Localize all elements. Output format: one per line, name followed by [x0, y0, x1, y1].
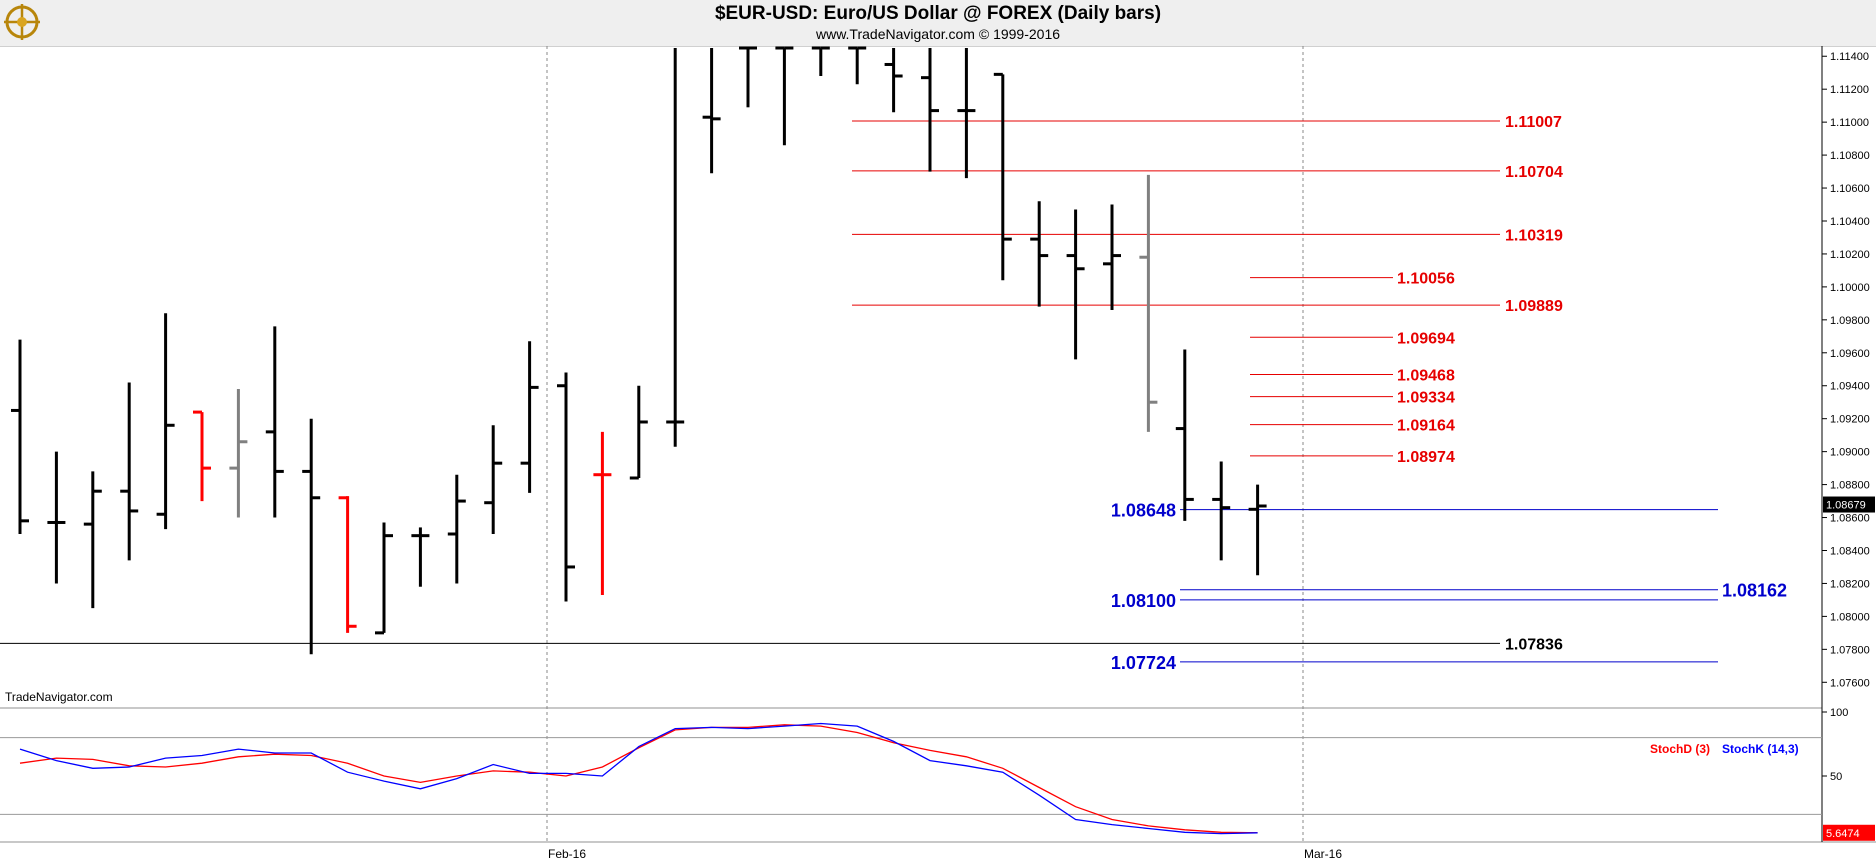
x-tick-label: Mar-16 — [1304, 847, 1342, 861]
ohlc-bar — [11, 339, 29, 535]
ohlc-bar — [120, 382, 139, 561]
level-label: 1.07836 — [1505, 636, 1563, 653]
ohlc-bar — [1248, 484, 1267, 576]
level-label: 1.10056 — [1397, 271, 1455, 288]
y-tick-label: 1.07800 — [1830, 644, 1870, 656]
ohlc-bar — [1139, 174, 1158, 432]
ohlc-bar — [666, 48, 685, 447]
level-label: 1.08974 — [1397, 449, 1455, 466]
ohlc-bar — [957, 48, 976, 179]
y-tick-label: 1.09200 — [1830, 414, 1870, 426]
level-label: 1.08100 — [1111, 591, 1176, 611]
y-tick-label: 1.09600 — [1830, 348, 1870, 360]
ohlc-bar — [156, 313, 175, 530]
ohlc-bar — [484, 425, 503, 535]
chart-title: $EUR-USD: Euro/US Dollar @ FOREX (Daily … — [714, 3, 1162, 24]
y-tick-label: 1.08400 — [1830, 545, 1870, 557]
chart-subtitle: www.TradeNavigator.com © 1999-2016 — [815, 26, 1061, 42]
y-tick-label: 1.08200 — [1830, 578, 1870, 590]
trade-navigator-logo-icon — [4, 4, 40, 40]
y-tick-label: 1.10000 — [1830, 282, 1870, 294]
ohlc-bar — [1212, 461, 1231, 561]
y-tick-label: 1.08600 — [1830, 513, 1870, 525]
level-label: 1.09468 — [1397, 368, 1455, 385]
last-price-box — [1823, 496, 1875, 513]
level-label: 1.09334 — [1397, 390, 1455, 407]
last-price-label: 1.08679 — [1826, 500, 1866, 512]
y-tick-label: 1.10200 — [1830, 249, 1870, 261]
ohlc-bar — [1103, 204, 1121, 310]
level-label: 1.10704 — [1505, 164, 1563, 181]
ohlc-bar — [229, 389, 248, 518]
y-tick-label: 1.08800 — [1830, 480, 1870, 492]
y-tick-label: 1.11200 — [1830, 84, 1869, 96]
ohlc-bar — [629, 385, 648, 480]
level-label: 1.10319 — [1505, 227, 1563, 244]
y-tick-label: 1.09800 — [1830, 315, 1870, 327]
chart-header — [0, 0, 1876, 47]
ohlc-bar — [1066, 209, 1085, 360]
ohlc-bar — [1175, 349, 1194, 521]
level-label: 1.09694 — [1397, 330, 1455, 347]
y-tick-label: 1.07600 — [1830, 677, 1870, 689]
ohlc-bar — [302, 418, 321, 655]
y-tick-label: 1.10600 — [1830, 183, 1870, 195]
y-tick-label: 1.11400 — [1830, 51, 1869, 63]
ohlc-bar — [993, 72, 1012, 281]
ohlc-bar — [520, 341, 539, 493]
level-label: 1.08162 — [1722, 581, 1787, 601]
ohlc-bar — [1030, 201, 1049, 307]
x-tick-label: Feb-16 — [548, 847, 586, 861]
ohlc-bar — [193, 410, 211, 502]
y-tick-label: 1.09000 — [1830, 447, 1870, 459]
y-tick-label: 1.10400 — [1830, 216, 1870, 228]
ohlc-bar — [375, 522, 393, 635]
stoch-legend-k: StochK (14,3) — [1722, 742, 1799, 756]
ohlc-bar — [884, 48, 903, 113]
y-tick-label: 1.08000 — [1830, 611, 1870, 623]
stoch-series-line — [19, 724, 1258, 834]
stoch-y-tick-label: 50 — [1830, 771, 1842, 783]
ohlc-bar — [265, 326, 284, 518]
watermark-text: TradeNavigator.com — [5, 690, 113, 704]
ohlc-bar — [557, 372, 575, 602]
ohlc-bar — [848, 46, 867, 85]
ohlc-bar — [338, 496, 357, 633]
stoch-series-line — [19, 722, 1258, 835]
ohlc-bar — [47, 451, 66, 584]
stoch-last-box — [1823, 824, 1875, 841]
ohlc-bar — [411, 527, 430, 587]
stoch-legend-d: StochD (3) — [1650, 742, 1710, 756]
y-tick-label: 1.11000 — [1830, 117, 1869, 129]
level-label: 1.08648 — [1111, 501, 1176, 521]
y-tick-label: 1.10800 — [1830, 150, 1870, 162]
stoch-y-tick-label: 100 — [1830, 707, 1848, 719]
ohlc-bar — [739, 46, 757, 108]
level-label: 1.11007 — [1505, 114, 1562, 131]
ohlc-bar — [593, 431, 612, 595]
stoch-last-label: 5.6474 — [1826, 828, 1860, 840]
ohlc-bar — [702, 48, 721, 174]
level-label: 1.09889 — [1505, 298, 1563, 315]
ohlc-bar — [83, 471, 102, 609]
ohlc-bar — [775, 46, 794, 146]
y-tick-label: 1.09400 — [1830, 381, 1870, 393]
level-label: 1.07724 — [1111, 653, 1176, 673]
level-label: 1.09164 — [1397, 418, 1455, 435]
ohlc-bar — [921, 48, 939, 172]
ohlc-bar — [811, 46, 830, 77]
ohlc-bar — [447, 474, 466, 584]
